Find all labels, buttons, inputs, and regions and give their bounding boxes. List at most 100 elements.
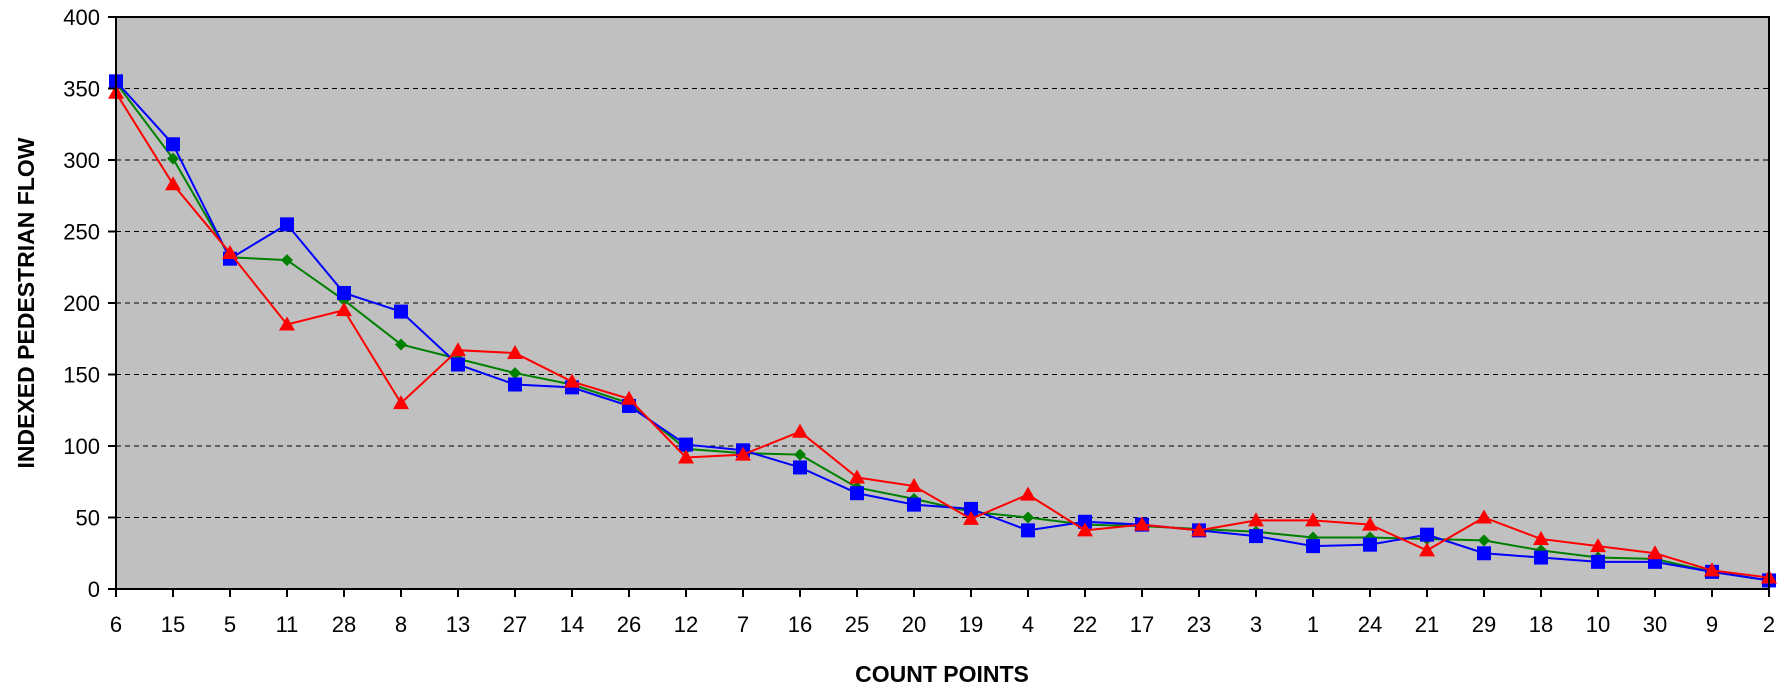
y-axis: 0 50 100 150 200 250 300 350 400	[63, 5, 116, 602]
series-line	[115, 92, 1770, 579]
x-tick-label: 8	[395, 612, 407, 637]
data-point	[964, 501, 978, 516]
x-tick-label: 20	[902, 612, 926, 637]
data-point	[280, 217, 294, 232]
x-tick-label: 22	[1073, 612, 1097, 637]
data-point	[1363, 537, 1377, 552]
data-point	[1591, 554, 1605, 569]
data-point	[1249, 529, 1263, 544]
data-point	[678, 449, 694, 464]
x-tick-label: 3	[1250, 612, 1262, 637]
series-line	[115, 80, 1770, 582]
data-point	[1022, 511, 1034, 524]
data-point	[1534, 550, 1548, 565]
data-point	[1477, 546, 1491, 561]
data-point	[167, 152, 179, 165]
x-tick-label: 15	[161, 612, 185, 637]
y-tick-label: 350	[63, 77, 100, 102]
x-tick-label: 12	[674, 612, 698, 637]
x-tick-label: 28	[332, 612, 356, 637]
gridlines	[116, 88, 1769, 518]
y-tick-label: 0	[88, 577, 100, 602]
data-point	[1647, 545, 1663, 560]
x-tick-label: 13	[446, 612, 470, 637]
x-tick-label: 18	[1529, 612, 1553, 637]
y-tick-label: 100	[63, 434, 100, 459]
data-point	[279, 316, 295, 331]
x-tick-label: 29	[1472, 612, 1496, 637]
x-tick-label: 26	[617, 612, 641, 637]
x-tick-label: 6	[110, 612, 122, 637]
y-tick-label: 400	[63, 5, 100, 30]
y-tick-label: 300	[63, 148, 100, 173]
data-point	[850, 486, 864, 501]
x-tick-label: 21	[1415, 612, 1439, 637]
x-axis-title: COUNT POINTS	[855, 661, 1029, 687]
x-axis: 6 15 5 11 28 8 13 27 14 26 12 7 16 25 20 19 4 22 17 23 3 1 24 2…	[110, 589, 1775, 637]
data-point	[621, 390, 637, 405]
data-point	[1590, 538, 1606, 553]
data-point	[1134, 516, 1150, 531]
data-point	[679, 437, 693, 452]
x-tick-label: 7	[737, 612, 749, 637]
series-line	[115, 82, 1770, 582]
data-point	[794, 448, 806, 461]
x-tick-label: 14	[560, 612, 584, 637]
data-point	[793, 460, 807, 475]
data-point	[1476, 509, 1492, 524]
data-point	[1020, 486, 1036, 501]
x-tick-label: 2	[1763, 612, 1775, 637]
x-tick-label: 11	[276, 612, 299, 637]
data-point	[1362, 516, 1378, 531]
data-point	[451, 357, 465, 372]
y-axis-title: INDEXED PEDESTRIAN FLOW	[13, 137, 39, 468]
x-tick-label: 10	[1586, 612, 1610, 637]
data-point	[1078, 514, 1092, 529]
y-tick-label: 250	[63, 220, 100, 245]
data-point	[281, 254, 293, 267]
data-point	[735, 446, 751, 461]
x-tick-label: 25	[845, 612, 869, 637]
data-point	[336, 302, 352, 317]
x-tick-label: 9	[1706, 612, 1718, 637]
series-3	[108, 84, 1777, 584]
x-tick-label: 4	[1022, 612, 1034, 637]
data-point	[509, 367, 521, 380]
data-point	[564, 373, 580, 388]
x-tick-label: 17	[1130, 612, 1154, 637]
data-point	[1305, 512, 1321, 527]
data-point	[395, 338, 407, 351]
data-point	[792, 423, 808, 438]
y-tick-label: 50	[76, 506, 100, 531]
x-tick-label: 1	[1307, 612, 1319, 637]
data-point	[1248, 512, 1264, 527]
data-point	[1533, 530, 1549, 545]
data-point	[1420, 527, 1434, 542]
data-point	[508, 377, 522, 392]
y-tick-label: 200	[63, 291, 100, 316]
data-point	[1419, 542, 1435, 557]
data-point	[165, 176, 181, 191]
data-point	[1306, 539, 1320, 554]
data-point	[337, 285, 351, 300]
data-point	[849, 469, 865, 484]
x-tick-label: 16	[788, 612, 812, 637]
data-point	[906, 478, 922, 493]
series-layer	[108, 74, 1777, 588]
data-point	[222, 244, 238, 259]
x-tick-label: 24	[1358, 612, 1382, 637]
data-point	[1478, 534, 1490, 547]
data-point	[1704, 562, 1720, 577]
x-tick-label: 27	[503, 612, 527, 637]
data-point	[393, 395, 409, 410]
data-point	[450, 342, 466, 357]
data-point	[1021, 523, 1035, 538]
data-point	[166, 137, 180, 152]
data-point	[507, 345, 523, 360]
y-tick-label: 150	[63, 363, 100, 388]
x-tick-label: 5	[224, 612, 236, 637]
data-point	[1077, 522, 1093, 537]
data-point	[907, 497, 921, 512]
data-point	[1191, 522, 1207, 537]
